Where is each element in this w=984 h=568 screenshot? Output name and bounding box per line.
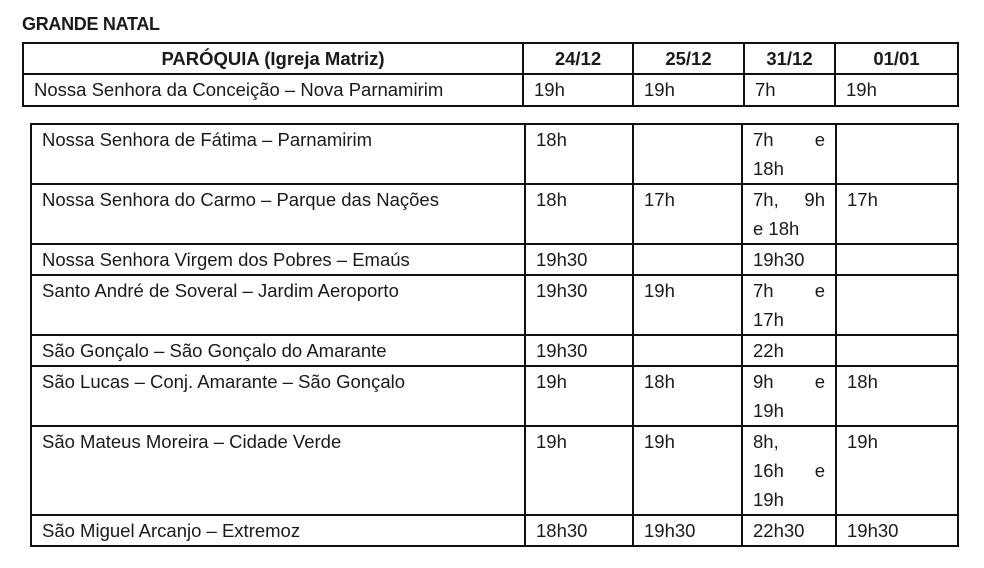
table-row: São Lucas – Conj. Amarante – São Gonçalo… <box>30 365 959 427</box>
time-line: 19h <box>753 400 784 421</box>
time-cell-0101 <box>835 274 959 336</box>
table-row: Nossa Senhora do Carmo – Parque das Naçõ… <box>30 183 959 245</box>
header-2512: 25/12 <box>632 42 745 75</box>
schedule-table: Nossa Senhora de Fátima – Parnamirim 18h 7… <box>30 123 959 547</box>
time-line: 22h30 <box>753 520 805 541</box>
time-cell-2512 <box>632 123 743 185</box>
table-row: Santo André de Soveral – Jardim Aeroport… <box>30 274 959 336</box>
time-cell-3112: 7h e 18h <box>741 123 837 185</box>
time-cell-2412: 18h <box>524 123 634 185</box>
time-cell-3112: 22h <box>741 334 837 367</box>
time-cell-0101 <box>835 243 959 276</box>
time-cell-3112: 7h e 17h <box>741 274 837 336</box>
time-cell-0101: 18h <box>835 365 959 427</box>
table-row: Nossa Senhora de Fátima – Parnamirim 18h 7… <box>30 123 959 185</box>
time-cell-2412: 19h <box>524 365 634 427</box>
time-cell-2412: 18h30 <box>524 514 634 547</box>
time-cell-0101: 19h <box>835 425 959 516</box>
time-line: 7h e <box>753 280 825 301</box>
parish-cell: São Gonçalo – São Gonçalo do Amarante <box>30 334 526 367</box>
header-2412: 24/12 <box>522 42 634 75</box>
time-cell-0101 <box>835 123 959 185</box>
parish-cell: Santo André de Soveral – Jardim Aeroport… <box>30 274 526 336</box>
time-cell-2512: 19h30 <box>632 514 743 547</box>
parish-cell: São Mateus Moreira – Cidade Verde <box>30 425 526 516</box>
parish-cell: São Lucas – Conj. Amarante – São Gonçalo <box>30 365 526 427</box>
time-line: 22h <box>753 340 784 361</box>
header-row: PARÓQUIA (Igreja Matriz) 24/12 25/12 31/… <box>22 42 959 75</box>
time-cell-2412: 19h <box>524 425 634 516</box>
time-line: 8h, <box>753 431 779 452</box>
time-line: 7h e <box>753 129 825 150</box>
time-cell-0101: 19h30 <box>835 514 959 547</box>
time-cell-0101: 17h <box>835 183 959 245</box>
parish-cell: Nossa Senhora da Conceição – Nova Parnam… <box>22 73 524 107</box>
parish-cell: Nossa Senhora Virgem dos Pobres – Emaús <box>30 243 526 276</box>
time-cell-2512 <box>632 334 743 367</box>
table-row: Nossa Senhora da Conceição – Nova Parnam… <box>22 73 959 107</box>
time-cell-2412: 19h30 <box>524 274 634 336</box>
time-line: e 18h <box>753 218 800 239</box>
schedule-table-header: PARÓQUIA (Igreja Matriz) 24/12 25/12 31/… <box>22 42 959 107</box>
time-cell-3112: 7h <box>743 73 836 107</box>
time-line: 17h <box>753 309 784 330</box>
table-row: São Gonçalo – São Gonçalo do Amarante 19h… <box>30 334 959 367</box>
time-cell-2412: 19h30 <box>524 334 634 367</box>
time-cell-2512 <box>632 243 743 276</box>
time-cell-2512: 19h <box>632 274 743 336</box>
time-cell-3112: 8h, 16h e 19h <box>741 425 837 516</box>
time-cell-2512: 18h <box>632 365 743 427</box>
parish-cell: Nossa Senhora do Carmo – Parque das Naçõ… <box>30 183 526 245</box>
table-row: São Miguel Arcanjo – Extremoz 18h30 19h30 2… <box>30 514 959 547</box>
time-cell-0101 <box>835 334 959 367</box>
time-line: 18h <box>753 158 784 179</box>
table-row: Nossa Senhora Virgem dos Pobres – Emaús 1… <box>30 243 959 276</box>
time-line: 9h e <box>753 371 825 392</box>
time-line: 19h <box>753 489 784 510</box>
time-cell-2512: 19h <box>632 425 743 516</box>
time-cell-0101: 19h <box>834 73 959 107</box>
header-3112: 31/12 <box>743 42 836 75</box>
time-line: 16h e <box>753 460 825 481</box>
time-cell-2412: 19h30 <box>524 243 634 276</box>
time-cell-3112: 9h e 19h <box>741 365 837 427</box>
parish-cell: São Miguel Arcanjo – Extremoz <box>30 514 526 547</box>
time-line: 19h30 <box>753 249 805 270</box>
time-cell-2512: 19h <box>632 73 745 107</box>
table-row: São Mateus Moreira – Cidade Verde 19h 19h 8… <box>30 425 959 516</box>
header-parish: PARÓQUIA (Igreja Matriz) <box>22 42 524 75</box>
time-cell-3112: 19h30 <box>741 243 837 276</box>
time-cell-3112: 22h30 <box>741 514 837 547</box>
time-cell-2412: 19h <box>522 73 634 107</box>
time-cell-3112: 7h, 9h e 18h <box>741 183 837 245</box>
header-0101: 01/01 <box>834 42 959 75</box>
section-title: GRANDE NATAL <box>22 14 160 34</box>
time-cell-2412: 18h <box>524 183 634 245</box>
time-line: 7h, 9h <box>753 189 825 210</box>
parish-cell: Nossa Senhora de Fátima – Parnamirim <box>30 123 526 185</box>
time-cell-2512: 17h <box>632 183 743 245</box>
